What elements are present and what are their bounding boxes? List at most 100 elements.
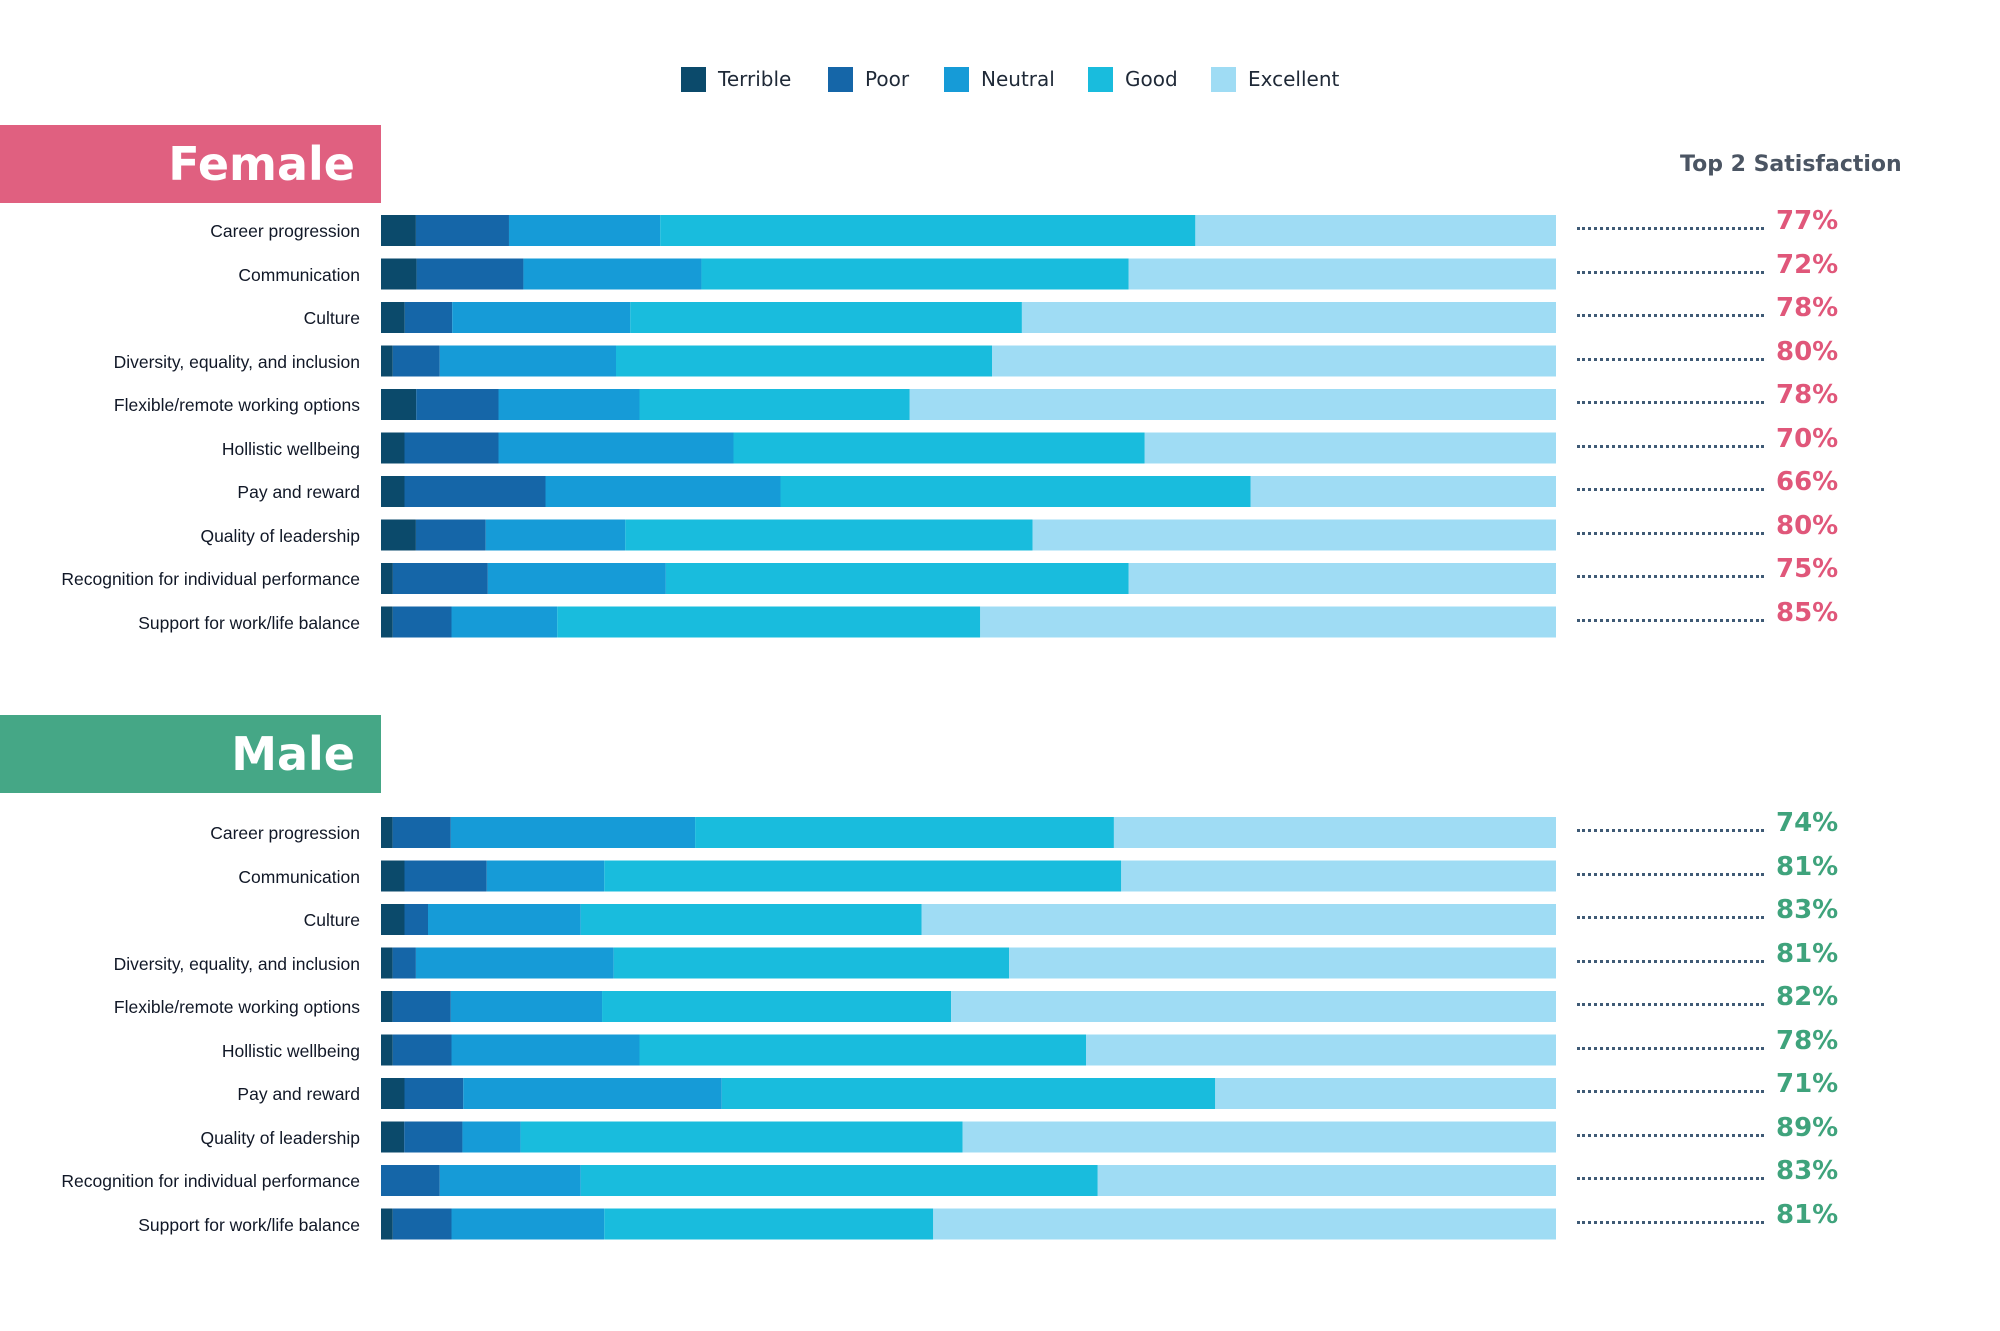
top2-percentage: 81% [1776,851,1839,882]
bar-segment-poor [404,432,499,464]
leader-dots [1577,401,1764,404]
legend-label: Good [1125,67,1178,91]
bar-segment-good [701,258,1129,290]
bar-segment-good [557,606,981,638]
leader-dots [1577,1133,1764,1137]
bar-segment-poor [392,1208,452,1240]
bar-segment-good [604,1208,934,1240]
bar-segment-good [733,432,1145,464]
top2-percentage: 85% [1776,597,1839,628]
female-group-banner: Female [0,125,381,203]
bar-segment-good [520,1121,963,1153]
bar-segment-terrible [381,1121,405,1153]
bar-segment-excellent [1144,432,1556,464]
category-label: Hollistic wellbeing [221,1040,360,1061]
bar-segment-neutral [463,1078,722,1109]
bar-segment-excellent [1128,563,1556,594]
bar-segment-terrible [381,302,405,333]
bar-segment-poor [392,345,440,377]
leader-dots [1577,872,1764,876]
bar-segment-neutral [415,947,614,979]
bar-segment-poor [404,302,453,333]
legend-swatch [681,66,706,92]
bar-segment-terrible [381,519,416,551]
bar-segment-neutral [428,904,581,935]
bar-segment-terrible [381,1208,393,1240]
legend-label: Neutral [981,67,1055,91]
male-group-label: Male [231,727,355,781]
bar-segment-excellent [1113,817,1556,848]
bar-segment-poor [416,389,499,420]
category-label: Support for work/life balance [138,1214,360,1235]
bar-segment-terrible [381,258,417,290]
bar-segment-good [625,519,1033,551]
bar-segment-neutral [508,215,661,246]
top2-percentage: 81% [1776,938,1839,969]
top2-percentage: 71% [1776,1069,1839,1099]
bar-segment-neutral [545,476,781,507]
legend-label: Terrible [718,67,792,91]
bar-segment-neutral [439,1165,581,1196]
bar-segment-neutral [450,817,696,848]
bar-segment-excellent [1128,258,1556,290]
top2-percentage: 80% [1776,336,1839,367]
bar-segment-excellent [1195,215,1556,246]
top2-percentage: 78% [1776,380,1839,410]
top2-percentage: 74% [1776,808,1839,838]
bar-segment-good [660,215,1196,246]
male-group-banner: Male [0,715,381,793]
bar-segment-terrible [381,432,405,464]
top2-percentage: 78% [1776,293,1839,323]
category-label: Recognition for individual performance [61,1171,360,1191]
category-label: Recognition for individual performance [61,569,360,589]
bar-segment-neutral [451,1208,605,1240]
bar-segment-poor [404,1121,463,1153]
bar-segment-terrible [381,1078,405,1109]
legend-label: Poor [865,67,910,91]
bar-segment-neutral [439,345,616,377]
top2-percentage: 82% [1776,982,1839,1012]
top2-percentage: 80% [1776,510,1839,541]
top2-percentage: 83% [1776,895,1839,925]
leader-dots [1577,444,1764,448]
leader-dots [1577,1046,1764,1050]
bar-segment-excellent [1009,947,1556,979]
category-label: Quality of leadership [200,525,360,546]
bar-segment-terrible [381,817,393,848]
legend-item-excellent: Excellent [1211,66,1339,92]
bar-segment-poor [404,476,546,507]
category-label: Career progression [210,823,360,843]
bar-segment-neutral [486,860,605,892]
leader-dots [1577,531,1764,535]
bar-segment-good [613,947,1010,979]
bar-segment-neutral [498,389,640,420]
category-label: Diversity, equality, and inclusion [113,351,360,372]
bar-segment-excellent [1097,1165,1556,1196]
bar-segment-excellent [1250,476,1556,507]
leader-dots [1577,916,1764,919]
bar-segment-poor [415,215,509,246]
legend-swatch [1211,66,1236,92]
top2-percentage: 66% [1776,467,1839,497]
bar-segment-excellent [933,1208,1556,1240]
leader-dots [1577,575,1764,578]
bar-segment-excellent [1121,860,1556,892]
bar-segment-neutral [487,563,666,594]
bar-segment-neutral [451,1034,640,1066]
bar-segment-good [639,1034,1086,1066]
top2-percentage: 77% [1776,206,1839,236]
bar-segment-good [665,563,1129,594]
bar-segment-excellent [951,991,1556,1022]
bar-segment-neutral [451,606,558,638]
bar-segment-neutral [523,258,702,290]
leader-dots [1577,488,1764,491]
leader-dots [1577,1177,1764,1180]
category-label: Culture [303,910,360,930]
category-label: Culture [303,308,360,328]
leader-dots [1577,618,1764,622]
top2-percentage: 89% [1776,1112,1839,1143]
bar-segment-terrible [381,389,417,420]
bar-segment-good [580,904,922,935]
bar-segment-terrible [381,1034,393,1066]
